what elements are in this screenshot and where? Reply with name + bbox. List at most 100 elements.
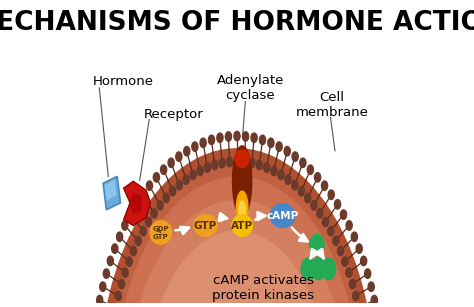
Circle shape [317, 209, 323, 218]
Circle shape [292, 152, 298, 161]
Circle shape [140, 190, 146, 200]
Circle shape [112, 244, 118, 253]
Circle shape [225, 132, 231, 141]
Circle shape [278, 170, 284, 180]
Circle shape [328, 190, 334, 200]
Circle shape [337, 246, 344, 256]
Ellipse shape [147, 231, 327, 307]
Ellipse shape [150, 221, 172, 244]
Circle shape [300, 158, 306, 168]
Circle shape [251, 133, 257, 142]
Circle shape [112, 303, 118, 307]
Polygon shape [124, 181, 151, 226]
Circle shape [249, 158, 255, 168]
Circle shape [264, 163, 270, 172]
Ellipse shape [237, 191, 248, 224]
Text: GDP: GDP [153, 227, 169, 232]
Circle shape [356, 303, 362, 307]
Text: cAMP activates
protein kinases: cAMP activates protein kinases [212, 274, 314, 302]
Circle shape [130, 246, 137, 256]
Text: Adenylate
cyclase: Adenylate cyclase [217, 74, 284, 102]
Ellipse shape [194, 215, 217, 236]
Circle shape [211, 160, 218, 170]
Circle shape [351, 232, 357, 242]
Ellipse shape [129, 201, 345, 307]
Circle shape [117, 232, 123, 242]
Circle shape [311, 201, 317, 210]
Ellipse shape [239, 201, 246, 221]
Circle shape [135, 236, 141, 246]
Circle shape [322, 217, 328, 227]
Text: Cell
membrane: Cell membrane [295, 91, 368, 119]
Circle shape [365, 269, 371, 278]
Circle shape [176, 180, 182, 190]
Circle shape [292, 180, 298, 190]
Circle shape [241, 157, 247, 167]
Text: Hormone: Hormone [93, 76, 154, 88]
Circle shape [122, 221, 128, 230]
Circle shape [285, 175, 291, 185]
Circle shape [284, 146, 290, 156]
Circle shape [128, 210, 134, 219]
Circle shape [118, 279, 125, 289]
Circle shape [146, 217, 152, 227]
Circle shape [298, 186, 304, 196]
Circle shape [368, 282, 374, 291]
Circle shape [183, 175, 189, 185]
Circle shape [217, 133, 223, 142]
Circle shape [353, 291, 359, 301]
Circle shape [328, 226, 334, 236]
Circle shape [170, 186, 176, 196]
Circle shape [371, 295, 377, 305]
Ellipse shape [232, 215, 252, 236]
Circle shape [307, 165, 313, 174]
Circle shape [161, 165, 167, 174]
Circle shape [126, 257, 132, 266]
Circle shape [321, 258, 336, 280]
Circle shape [168, 158, 174, 168]
Circle shape [153, 173, 159, 182]
Circle shape [310, 234, 324, 256]
Circle shape [197, 166, 203, 176]
Circle shape [163, 193, 169, 203]
Ellipse shape [270, 204, 295, 227]
Circle shape [204, 163, 210, 172]
Circle shape [346, 221, 352, 230]
Text: MECHANISMS OF HORMONE ACTION: MECHANISMS OF HORMONE ACTION [0, 10, 474, 36]
Circle shape [346, 268, 352, 278]
Circle shape [315, 173, 321, 182]
Text: GTP: GTP [194, 220, 217, 231]
Circle shape [151, 209, 157, 218]
Circle shape [103, 269, 109, 278]
Text: cAMP: cAMP [266, 211, 299, 221]
Circle shape [219, 158, 225, 168]
Circle shape [321, 181, 328, 190]
Circle shape [271, 166, 277, 176]
Circle shape [333, 236, 339, 246]
Ellipse shape [235, 150, 249, 168]
Circle shape [340, 210, 346, 219]
Text: Receptor: Receptor [144, 108, 204, 121]
Circle shape [301, 258, 315, 280]
Text: ATP: ATP [231, 220, 253, 231]
Circle shape [234, 157, 240, 166]
Circle shape [115, 291, 121, 301]
Circle shape [176, 152, 182, 161]
Circle shape [122, 268, 128, 278]
Circle shape [227, 157, 233, 167]
Circle shape [100, 282, 106, 291]
Circle shape [243, 132, 249, 141]
Circle shape [209, 135, 215, 145]
Circle shape [200, 138, 206, 148]
Circle shape [259, 135, 265, 145]
Circle shape [342, 257, 348, 266]
Circle shape [97, 295, 103, 305]
Circle shape [190, 170, 196, 180]
Circle shape [140, 226, 146, 236]
Circle shape [349, 279, 356, 289]
Circle shape [133, 200, 139, 209]
Circle shape [305, 193, 311, 203]
Polygon shape [104, 179, 117, 201]
Text: GTP: GTP [153, 234, 169, 240]
Circle shape [234, 131, 240, 141]
